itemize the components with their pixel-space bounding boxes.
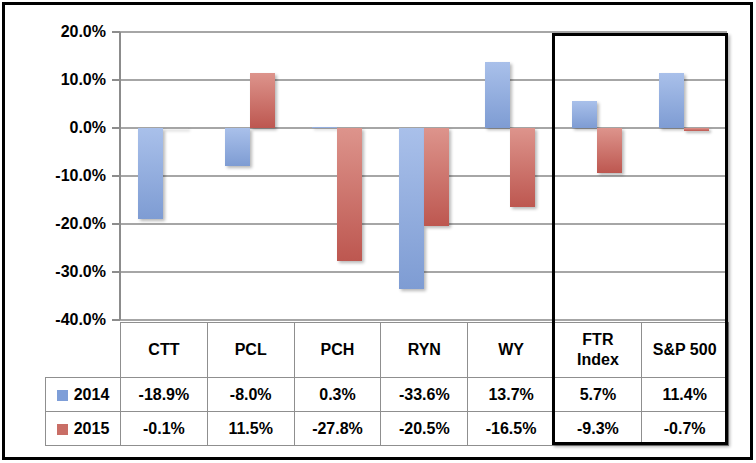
bar-2014-WY [485, 62, 510, 128]
value-cell: 13.7% [468, 378, 555, 412]
legend-2015: 2015 [46, 412, 121, 446]
category-header: CTT [121, 323, 208, 378]
y-axis-tick-label: -10.0% [28, 166, 106, 186]
category-header: FTR Index [554, 323, 641, 378]
gridline [120, 271, 727, 272]
y-axis-line [119, 32, 120, 320]
gridline [120, 319, 727, 320]
y-axis-tick-label: 0.0% [28, 118, 106, 138]
category-header: PCH [294, 323, 381, 378]
legend-swatch-2015 [57, 424, 68, 435]
category-header: S&P 500 [641, 323, 728, 378]
value-cell: -0.1% [121, 412, 208, 446]
bar-2015-WY [510, 128, 535, 207]
gridline [120, 79, 727, 80]
value-cell: 5.7% [554, 378, 641, 412]
value-cell: -18.9% [121, 378, 208, 412]
y-axis-tick-label: -30.0% [28, 262, 106, 282]
category-header: WY [468, 323, 555, 378]
value-cell: -27.8% [294, 412, 381, 446]
legend-label: 2015 [74, 420, 110, 437]
bar-2015-RYN [424, 128, 449, 226]
chart-frame: 20.0%10.0%0.0%-10.0%-20.0%-30.0%-40.0% C… [0, 0, 756, 463]
y-axis-tick-label: 20.0% [28, 22, 106, 42]
legend-label: 2014 [74, 386, 110, 403]
value-cell: -16.5% [468, 412, 555, 446]
table-corner-spacer [46, 323, 121, 378]
value-cell: 11.4% [641, 378, 728, 412]
value-cell: 0.3% [294, 378, 381, 412]
bar-2014-CTT [138, 128, 163, 219]
y-axis-tick-label: 10.0% [28, 70, 106, 90]
value-cell: -33.6% [381, 378, 468, 412]
gridline [120, 31, 727, 32]
bar-2014-RYN [399, 128, 424, 289]
bar-2014-PCL [225, 128, 250, 166]
bar-2015-S&P-500 [684, 128, 709, 131]
value-cell: -0.7% [641, 412, 728, 446]
value-cell: -8.0% [207, 378, 294, 412]
category-header: PCL [207, 323, 294, 378]
legend-swatch-2014 [57, 390, 68, 401]
legend-2014: 2014 [46, 378, 121, 412]
bar-2014-FTR-Index [572, 101, 597, 128]
bar-2014-S&P-500 [659, 73, 684, 128]
bar-2015-PCL [250, 73, 275, 128]
bar-2014-PCH [312, 127, 337, 128]
data-table: CTTPCLPCHRYNWYFTR IndexS&P 500 2014 -18.9%… [45, 322, 729, 446]
bar-2015-PCH [337, 128, 362, 261]
value-cell: -9.3% [554, 412, 641, 446]
category-header: RYN [381, 323, 468, 378]
y-axis-tick-label: -20.0% [28, 214, 106, 234]
value-cell: 11.5% [207, 412, 294, 446]
value-cell: -20.5% [381, 412, 468, 446]
bar-2015-FTR-Index [597, 128, 622, 173]
